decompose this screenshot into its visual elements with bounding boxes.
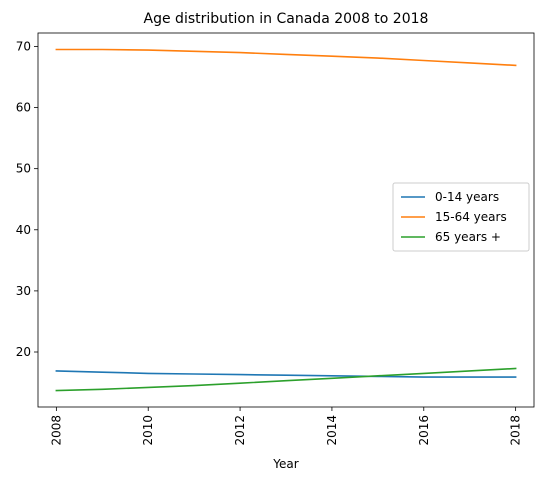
chart-title: Age distribution in Canada 2008 to 2018	[144, 11, 429, 27]
x-tick-label: 2014	[325, 415, 339, 446]
series-line-1	[55, 370, 517, 378]
legend-label-2: 15-64 years	[435, 210, 507, 224]
x-tick-label: 2008	[49, 415, 63, 446]
series-line-3	[55, 367, 517, 392]
x-tick-label: 2018	[509, 415, 523, 446]
y-axis: 20 30 40 50 60 70	[16, 39, 38, 359]
y-tick-label: 60	[16, 101, 31, 115]
y-tick-label: 20	[16, 345, 31, 359]
legend-box	[392, 182, 530, 252]
series-line-2	[55, 48, 517, 67]
y-tick-label: 30	[16, 284, 31, 298]
y-tick-label: 50	[16, 162, 31, 176]
x-tick-label: 2016	[417, 415, 431, 446]
x-tick-label: 2010	[141, 415, 155, 446]
series-layer	[55, 48, 517, 392]
legend-label-1: 0-14 years	[435, 190, 499, 204]
legend-label-3: 65 years +	[435, 230, 501, 244]
x-tick-label: 2012	[233, 415, 247, 446]
y-tick-label: 70	[16, 39, 31, 53]
x-axis-label: Year	[272, 457, 298, 471]
y-tick-label: 40	[16, 223, 31, 237]
legend: 0-14 years 15-64 years 65 years +	[392, 182, 530, 252]
plot-frame	[37, 32, 535, 408]
x-axis: 2008 2010 2012 2014 2016 2018	[49, 407, 523, 446]
